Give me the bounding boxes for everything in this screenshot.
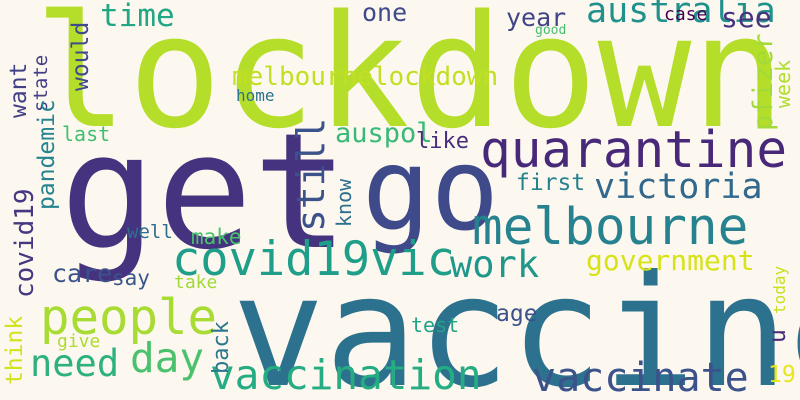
word-melbourne: melbourne xyxy=(472,198,749,257)
word-take: say xyxy=(112,266,150,290)
word-australia: time xyxy=(100,0,175,34)
word-age: take xyxy=(174,272,218,293)
word-care: well xyxy=(127,221,173,243)
word-go: go xyxy=(362,123,500,256)
word-get: get xyxy=(60,98,349,285)
word-like: auspol xyxy=(335,118,433,149)
word-one: australia xyxy=(586,0,776,31)
word-vaccinate: vaccinate xyxy=(532,355,749,400)
word-week: week xyxy=(771,59,795,108)
word-see: case xyxy=(664,4,708,25)
word-covid19vic: covid19vic xyxy=(172,232,455,287)
word-good: see xyxy=(721,1,772,34)
word-government: government xyxy=(586,244,755,277)
word-quarantine: quarantine xyxy=(480,121,788,180)
word-home: melbournelockdown xyxy=(232,62,499,92)
word-state: would xyxy=(68,21,94,91)
word-vaccine: vaccine xyxy=(232,243,800,400)
word-lockdown: lockdown xyxy=(34,0,786,163)
word-last: like xyxy=(416,129,469,154)
word-work: work xyxy=(450,243,540,286)
word-think: pandemic xyxy=(34,99,60,210)
word-know: know xyxy=(332,178,356,227)
word-auspol: home xyxy=(236,86,275,105)
word-first: last xyxy=(62,122,111,146)
word-say: care xyxy=(52,259,113,288)
word-today: today xyxy=(770,265,789,314)
word-19: 19 xyxy=(768,362,796,388)
word-would: want xyxy=(6,62,32,118)
word-make: first xyxy=(516,170,586,196)
word-u: u xyxy=(765,329,791,343)
word-want: give xyxy=(57,331,101,352)
word-give: test xyxy=(411,313,460,337)
word-back: back xyxy=(209,321,234,374)
word-still: think xyxy=(2,315,28,385)
word-test: age xyxy=(496,301,538,327)
word-people: people xyxy=(40,289,218,346)
word-time: still xyxy=(289,117,333,232)
word-vaccination: vaccination xyxy=(210,351,482,399)
word-year: one xyxy=(362,0,408,27)
word-well: make xyxy=(191,225,242,249)
word-victoria: victoria xyxy=(594,167,763,207)
word-case: year xyxy=(506,3,567,32)
word-day: day xyxy=(130,334,205,382)
word-melbournelockdown: good xyxy=(535,23,567,38)
word-need: need xyxy=(30,342,120,385)
